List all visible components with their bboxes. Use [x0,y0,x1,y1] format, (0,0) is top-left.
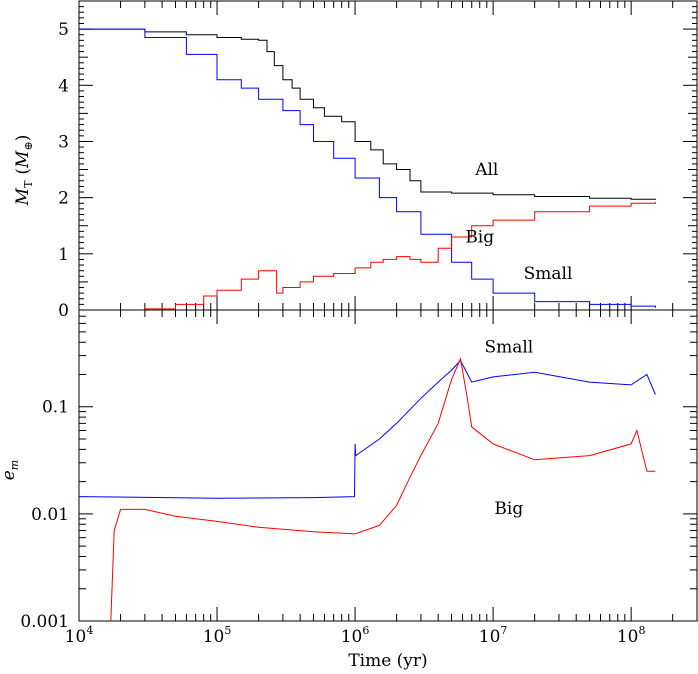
bottom-plot-frame [78,309,698,622]
annotation-small: Small [524,264,573,284]
top-panel: 0 1 2 3 4 5 All Big Small MT(M⊕) [13,0,698,321]
bottom-tick-marks [78,309,698,622]
top-y-tick-labels: 0 1 2 3 4 5 [58,20,69,321]
x-tick-label: 105 [203,624,232,647]
y-tick-label: 0 [58,301,69,321]
annotation-big: Big [494,499,523,519]
y-tick-label: 0.01 [31,505,69,525]
bottom-annotations: Small Big [484,338,533,519]
y-tick-label: 0.1 [42,398,69,418]
y-tick-label: 3 [58,132,69,152]
annotation-all: All [474,160,498,180]
x-tick-label: 106 [341,624,370,647]
y-tick-label: 4 [58,76,69,96]
bottom-panel: 0.001 0.01 0.1 104 105 106 107 108 Small Big em… [0,309,698,671]
x-axis-label: Time (yr) [348,651,427,671]
y-tick-label: 0.001 [20,612,69,632]
y-tick-label: 5 [58,20,69,40]
top-annotations: All Big Small [465,160,572,284]
y-tick-label: 1 [58,245,69,265]
x-tick-label: 107 [479,624,508,647]
series-big-line [110,357,656,622]
series-big-line [110,202,656,311]
x-tick-labels: 104 105 106 107 108 [65,624,646,647]
top-plot-frame [78,0,698,311]
top-series [79,28,656,311]
top-tick-marks [78,0,698,311]
y-tick-label: 2 [58,189,69,209]
bottom-y-tick-labels: 0.001 0.01 0.1 [20,398,69,632]
series-small-line [78,359,656,499]
series-all-line [79,28,656,200]
annotation-small: Small [484,338,533,358]
bottom-series [78,357,656,622]
x-tick-label: 104 [65,624,94,647]
bottom-y-axis-label: em [0,460,21,481]
x-tick-label: 108 [617,624,646,647]
top-y-axis-label: MT(M⊕) [13,135,35,207]
series-small-line [79,28,656,308]
annotation-big: Big [465,228,494,248]
